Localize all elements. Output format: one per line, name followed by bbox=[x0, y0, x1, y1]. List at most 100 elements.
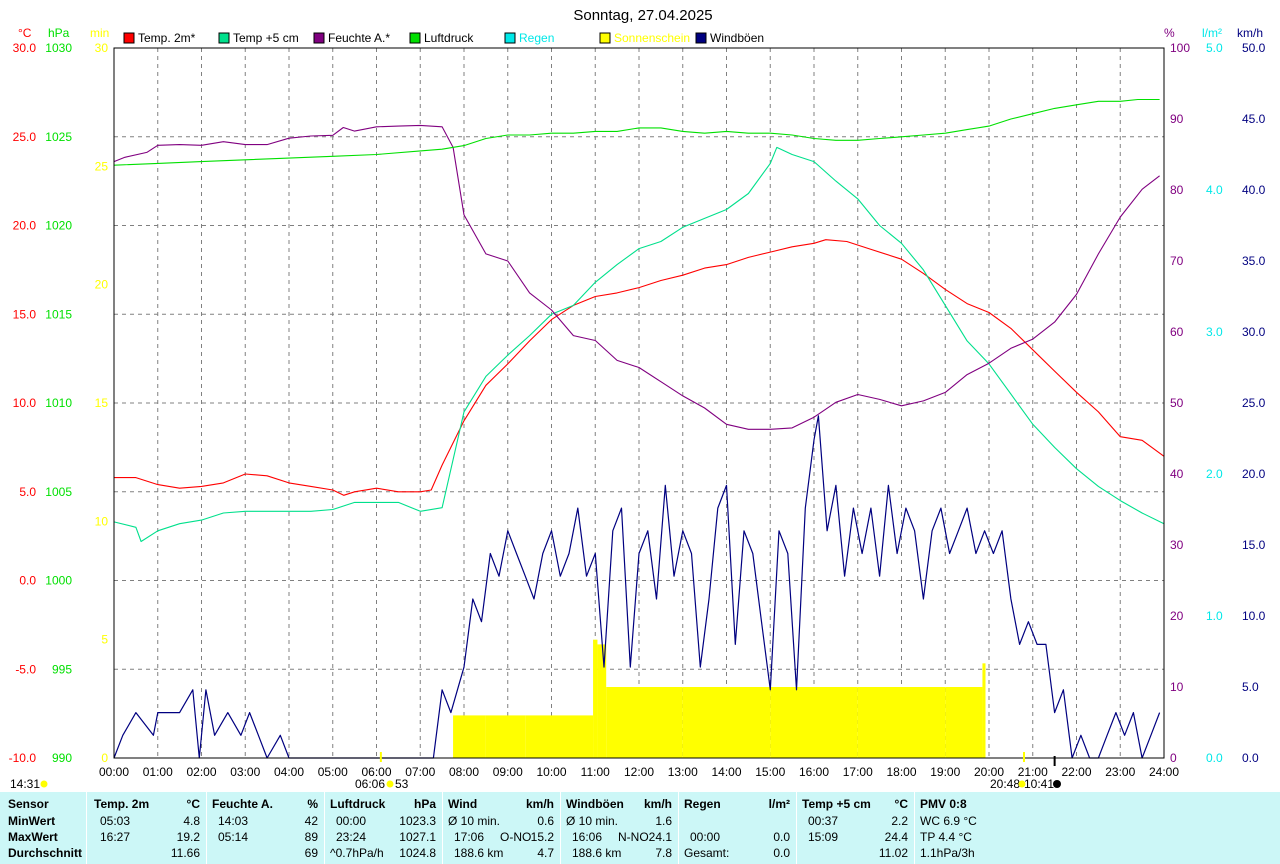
sun-icon bbox=[40, 780, 48, 788]
humidity-tick-label: 20 bbox=[1170, 609, 1184, 623]
pmv-column: PMV 0:8 WC 6.9 °C TP 4.4 °C 1.1hPa/3h bbox=[920, 792, 1040, 864]
sun-time-markers: 06:06 53 20:48 10:41 14:31 bbox=[10, 752, 1061, 791]
wind-tick-label: 5.0 bbox=[1242, 680, 1259, 694]
rain-tick-label: 4.0 bbox=[1206, 183, 1223, 197]
sunset-time: 20:48 bbox=[990, 777, 1020, 791]
series-luftdruck bbox=[113, 98, 1160, 166]
gust-column: Windböen km/h Ø 10 min. 1.6 16:06 N-NO 24.1… bbox=[566, 792, 672, 864]
sun-icon bbox=[1018, 780, 1026, 788]
series-temp-2m bbox=[114, 239, 1165, 496]
sunshine-bar bbox=[726, 687, 771, 758]
sunshine-bar bbox=[453, 715, 486, 758]
temp5-min-value: 2.2 bbox=[891, 814, 908, 828]
x-tick-label: 05:00 bbox=[318, 765, 348, 779]
sunshine-bar bbox=[606, 687, 639, 758]
humidity-column: Feuchte A. % 14:03 42 05:14 89 69 bbox=[212, 792, 318, 864]
legend-swatch bbox=[599, 32, 611, 44]
pressure-avg-value: 1024.8 bbox=[399, 846, 436, 860]
wind-tick-label: 25.0 bbox=[1242, 396, 1266, 410]
gust-max-time: 16:06 bbox=[572, 830, 603, 844]
sunshine-bar bbox=[551, 715, 594, 758]
temp-column: Temp. 2m °C 05:03 4.8 16:27 19.2 11.66 bbox=[94, 792, 200, 864]
gust-min-value: 1.6 bbox=[655, 814, 672, 828]
wind-column: Wind km/h Ø 10 min. 0.6 17:06 O-NO 15.2 188… bbox=[448, 792, 554, 864]
pressure-axis-unit: hPa bbox=[48, 26, 70, 40]
humidity-min-value: 42 bbox=[304, 814, 318, 828]
sun-icon bbox=[386, 780, 394, 788]
pressure-column: Luftdruck hPa 00:00 1023.3 23:24 1027.1 ^0… bbox=[330, 792, 436, 864]
humidity-tick-label: 60 bbox=[1170, 325, 1184, 339]
rain-total-value: 0.0 bbox=[773, 846, 790, 860]
sun-axis-unit: min bbox=[90, 26, 109, 40]
sunshine-bar bbox=[597, 644, 607, 758]
row-label-min: MinWert bbox=[8, 814, 56, 828]
humidity-tick-label: 100 bbox=[1170, 41, 1190, 55]
temp-tick-label: 10.0 bbox=[13, 396, 37, 410]
temp-avg-value: 11.66 bbox=[170, 846, 200, 860]
legend-swatch bbox=[123, 32, 135, 44]
x-tick-label: 16:00 bbox=[799, 765, 829, 779]
pressure-tick-label: 1025 bbox=[45, 130, 72, 144]
temp-tick-label: 25.0 bbox=[13, 130, 37, 144]
pressure-unit: hPa bbox=[413, 797, 436, 811]
x-tick-label: 15:00 bbox=[755, 765, 785, 779]
wind-unit: km/h bbox=[525, 797, 554, 811]
rain-total-label: Gesamt: bbox=[684, 846, 730, 860]
sun-tick-label: 25 bbox=[95, 159, 109, 173]
temp-max-value: 19.2 bbox=[176, 830, 200, 844]
chart-legend: Temp. 2m* Temp +5 cm Feuchte A.* Luftdruck R… bbox=[123, 31, 764, 45]
day-length: 10:41 bbox=[1024, 777, 1054, 791]
temp-unit: °C bbox=[186, 797, 200, 811]
x-tick-label: 18:00 bbox=[886, 765, 916, 779]
temp-tick-label: 20.0 bbox=[13, 219, 37, 233]
temp5-avg-value: 11.02 bbox=[878, 846, 908, 860]
wind-tick-label: 15.0 bbox=[1242, 538, 1266, 552]
sunshine-bar bbox=[485, 715, 526, 758]
pressure-tick-label: 1010 bbox=[45, 396, 72, 410]
sun-tick-label: 5 bbox=[101, 633, 108, 647]
sunshine-bar bbox=[682, 687, 727, 758]
wind-min-time: Ø 10 min. bbox=[448, 814, 501, 828]
legend-swatch bbox=[504, 32, 516, 44]
sensor-header: Sensor bbox=[8, 797, 49, 811]
gust-max-value: 24.1 bbox=[648, 830, 672, 844]
row-label-max: MaxWert bbox=[8, 830, 58, 844]
gust-unit: km/h bbox=[643, 797, 672, 811]
humidity-avg-value: 69 bbox=[304, 846, 318, 860]
humidity-header: Feuchte A. bbox=[212, 797, 273, 811]
sunshine-bar bbox=[593, 639, 598, 758]
wind-axis-unit: km/h bbox=[1237, 26, 1263, 40]
sunshine-bar bbox=[770, 687, 814, 758]
x-tick-label: 07:00 bbox=[405, 765, 435, 779]
sun-tick-label: 15 bbox=[95, 396, 109, 410]
wind-tick-label: 35.0 bbox=[1242, 254, 1266, 268]
sunshine-bar bbox=[525, 715, 552, 758]
x-tick-label: 02:00 bbox=[186, 765, 216, 779]
gust-header: Windböen bbox=[566, 797, 624, 811]
pressure-tick-label: 1015 bbox=[45, 307, 72, 321]
temp-axis-unit: °C bbox=[18, 26, 32, 40]
temp-max-time: 16:27 bbox=[100, 830, 131, 844]
legend-label: Windböen bbox=[710, 31, 764, 45]
temp5-min-time: 00:37 bbox=[808, 814, 839, 828]
sunshine-bar bbox=[901, 687, 946, 758]
moon-time: 14:31 bbox=[10, 777, 40, 791]
humidity-tick-label: 10 bbox=[1170, 680, 1184, 694]
wind-tick-label: 50.0 bbox=[1242, 41, 1266, 55]
pressure-tick-label: 1020 bbox=[45, 219, 72, 233]
temp-header: Temp. 2m bbox=[94, 797, 150, 811]
pressure-tick-label: 995 bbox=[52, 662, 72, 676]
temp-tick-label: 5.0 bbox=[19, 485, 36, 499]
x-tick-label: 17:00 bbox=[843, 765, 873, 779]
wind-avg-value: 4.7 bbox=[537, 846, 554, 860]
moon-icon bbox=[1053, 780, 1061, 788]
humidity-unit: % bbox=[307, 797, 318, 811]
sensor-column: Sensor MinWert MaxWert Durchschnitt bbox=[8, 792, 86, 864]
x-tick-label: 09:00 bbox=[493, 765, 523, 779]
pressure-tick-label: 1030 bbox=[45, 41, 72, 55]
x-tick-label: 04:00 bbox=[274, 765, 304, 779]
temp5-unit: °C bbox=[894, 797, 908, 811]
gust-avg-value: 7.8 bbox=[655, 846, 672, 860]
temp5-column: Temp +5 cm °C 00:37 2.2 15:09 24.4 11.02 bbox=[802, 792, 908, 864]
temp-min-time: 05:03 bbox=[100, 814, 131, 828]
